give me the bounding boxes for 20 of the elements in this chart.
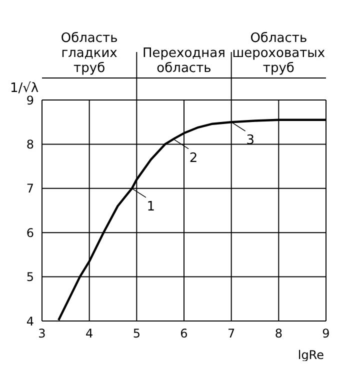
text: Переходная область	[142, 46, 226, 76]
x-tick-label: 9	[322, 326, 330, 341]
y-tick-label: 4	[26, 314, 34, 328]
y-axis-title: 1/√λ	[10, 81, 39, 96]
x-tick-label: 5	[132, 326, 140, 341]
y-tick-label: 5	[26, 270, 34, 284]
annotation: 2	[189, 150, 198, 166]
x-tick-label: 7	[228, 326, 236, 341]
y-tick-label: 6	[26, 226, 34, 240]
y-tick-label: 8	[26, 137, 34, 152]
x-tick-label: 8	[274, 326, 282, 341]
x-tick-label: 6	[180, 326, 188, 341]
y-tick-label: 7	[26, 182, 34, 196]
annotation: 3	[246, 133, 254, 148]
x-tick-label: 4	[86, 326, 94, 341]
x-tick-label: 3	[38, 326, 46, 341]
annotation: 1	[146, 199, 156, 214]
text: Область шероховатых труб	[232, 31, 326, 76]
y-tick-label: 9	[26, 93, 34, 108]
text: Область гладких труб	[60, 31, 118, 76]
